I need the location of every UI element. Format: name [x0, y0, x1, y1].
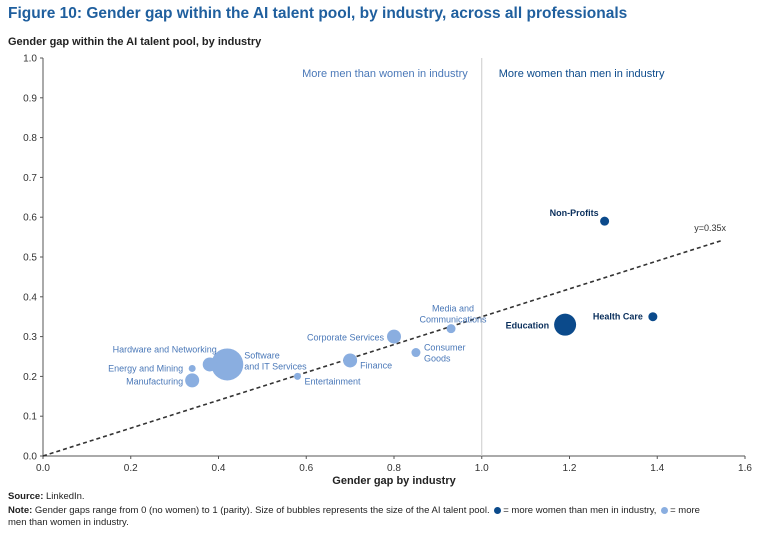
- source-text: LinkedIn.: [46, 491, 85, 502]
- bubble-label-software-and-it-services: Software: [244, 350, 280, 360]
- y-tick-label: 1.0: [23, 54, 37, 65]
- bubble-consumer-goods: [411, 348, 421, 358]
- note-text-3: = more: [670, 505, 700, 516]
- note-text-4: men than women in industry.: [8, 517, 129, 528]
- bubble-label-education: Education: [506, 321, 550, 331]
- source-label: Source:: [8, 491, 44, 502]
- bubble-education: [554, 313, 577, 336]
- x-tick-label: 0.4: [212, 463, 226, 474]
- note-text-1: Gender gaps range from 0 (no women) to 1…: [34, 505, 490, 516]
- y-tick-label: 0.9: [23, 93, 37, 104]
- light-bubble-legend-icon: [661, 506, 669, 514]
- y-tick-label: 0.5: [23, 253, 37, 264]
- note-label: Note:: [8, 505, 33, 516]
- x-tick-label: 1.0: [475, 463, 489, 474]
- bubble-hardware-and-networking: [202, 357, 217, 372]
- bubble-label-media-and-communications: Media and: [432, 304, 474, 314]
- bubble-non-profits: [600, 216, 610, 226]
- dark-bubble-legend-icon: [494, 506, 502, 514]
- footer-note: Note: Gender gaps range from 0 (no women…: [8, 505, 758, 529]
- bubble-label-energy-and-mining: Energy and Mining: [108, 363, 183, 373]
- bubble-finance: [343, 353, 358, 368]
- y-tick-label: 0.0: [23, 452, 37, 463]
- y-tick-label: 0.7: [23, 173, 37, 184]
- bubble-label-entertainment: Entertainment: [304, 376, 361, 386]
- bubble-label-consumer-goods: Goods: [424, 354, 451, 364]
- x-tick-label: 1.4: [650, 463, 664, 474]
- bubble-label-non-profits: Non-Profits: [550, 208, 599, 218]
- x-axis-title: Gender gap by industry: [332, 475, 456, 487]
- trend-line-label: y=0.35x: [694, 223, 726, 233]
- bubble-label-software-and-it-services: and IT Services: [244, 361, 307, 371]
- x-tick-label: 0.0: [36, 463, 50, 474]
- y-tick-label: 0.8: [23, 133, 37, 144]
- bubble-label-manufacturing: Manufacturing: [126, 376, 183, 386]
- x-tick-label: 0.2: [124, 463, 138, 474]
- note-text-2: = more women than men in industry,: [503, 505, 657, 516]
- y-tick-label: 0.2: [23, 372, 37, 383]
- y-tick-label: 0.4: [23, 292, 37, 303]
- y-axis-title: Gender gap within the AI talent pool, by…: [8, 36, 262, 48]
- figure-title: Figure 10: Gender gap within the AI tale…: [8, 5, 628, 22]
- x-tick-label: 0.6: [299, 463, 313, 474]
- bubble-label-consumer-goods: Consumer: [424, 343, 466, 353]
- bubble-corporate-services: [387, 329, 401, 344]
- bubble-energy-and-mining: [188, 364, 196, 372]
- bubble-label-media-and-communications: Communications: [420, 315, 488, 325]
- region-label-left: More men than women in industry: [302, 68, 468, 80]
- bubble-software-and-it-services: [211, 348, 244, 381]
- bubble-label-hardware-and-networking: Hardware and Networking: [113, 344, 217, 354]
- bubble-media-and-communications: [446, 324, 456, 334]
- region-label-right: More women than men in industry: [499, 68, 665, 80]
- x-tick-label: 1.6: [738, 463, 752, 474]
- y-tick-label: 0.6: [23, 213, 37, 224]
- bubble-label-finance: Finance: [360, 360, 392, 370]
- footer-source: Source: LinkedIn.: [8, 491, 758, 503]
- y-tick-label: 0.3: [23, 332, 37, 343]
- bubble-label-corporate-services: Corporate Services: [307, 333, 385, 343]
- y-tick-label: 0.1: [23, 412, 37, 423]
- bubble-entertainment: [293, 372, 301, 380]
- x-tick-label: 0.8: [387, 463, 401, 474]
- bubble-health-care: [648, 312, 658, 322]
- x-tick-label: 1.2: [563, 463, 577, 474]
- bubble-label-health-care: Health Care: [593, 312, 643, 322]
- bubble-manufacturing: [185, 373, 200, 388]
